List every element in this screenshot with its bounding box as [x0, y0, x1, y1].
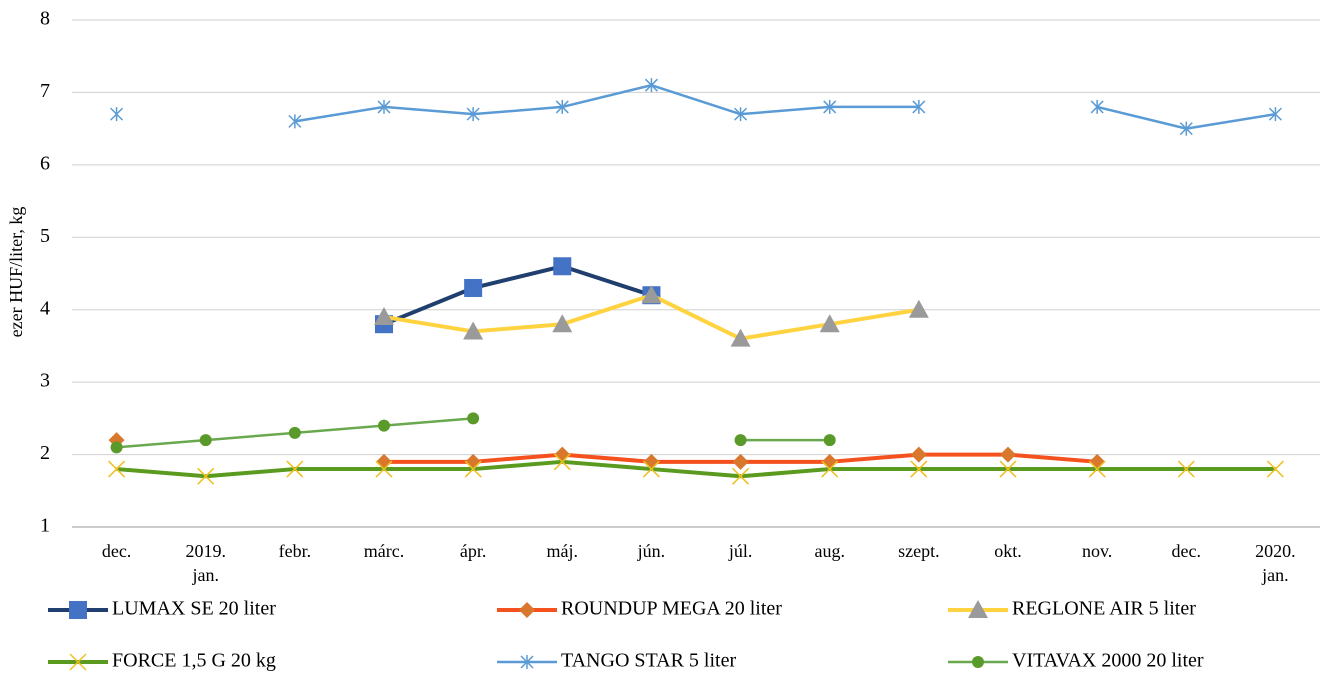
x-tick-label: 2020. jan. [1255, 541, 1296, 585]
x-tick-label: dec. [1172, 541, 1201, 561]
legend-marker [69, 601, 87, 619]
point-marker [467, 412, 480, 425]
point-marker [199, 434, 212, 447]
point-marker [1266, 460, 1284, 478]
legend-marker [69, 653, 87, 671]
y-tick-label: 8 [40, 8, 50, 30]
point-marker [732, 453, 749, 470]
point-marker [108, 460, 126, 478]
x-tick-label: jún. [637, 541, 666, 561]
point-marker [110, 107, 124, 122]
series-line [294, 83, 1276, 130]
point-marker [908, 299, 929, 318]
legend-label: REGLONE AIR 5 liter [1012, 598, 1196, 620]
point-marker [110, 441, 123, 454]
point-marker [463, 321, 484, 340]
point-marker [823, 434, 836, 447]
point-marker [374, 306, 394, 325]
point-marker [286, 460, 304, 478]
legend-label: ROUNDUP MEGA 20 liter [561, 598, 782, 620]
y-tick-label: 2 [40, 442, 50, 464]
y-tick-label: 1 [40, 515, 50, 537]
point-marker [734, 107, 748, 122]
x-tick-label: nov. [1082, 541, 1112, 561]
point-marker [912, 99, 926, 114]
point-marker [730, 328, 751, 347]
legend-marker [519, 602, 535, 618]
point-marker [910, 446, 927, 463]
point-marker [552, 314, 573, 333]
legend-label: FORCE 1,5 G 20 kg [112, 650, 276, 672]
series-line [116, 459, 1276, 479]
point-marker [821, 460, 839, 478]
series-line [383, 264, 653, 327]
point-marker [910, 460, 928, 478]
point-marker [732, 467, 750, 485]
point-marker [288, 114, 302, 129]
x-tick-label: 2019. jan. [185, 541, 226, 585]
point-marker [1088, 460, 1106, 478]
y-tick-label: 5 [40, 225, 50, 247]
y-tick-label: 7 [40, 80, 50, 102]
y-axis-label: ezer HUF/liter, kg [6, 207, 26, 338]
point-marker [1000, 446, 1016, 463]
point-marker [197, 467, 215, 485]
point-marker [375, 460, 393, 478]
x-tick-label: márc. [364, 541, 404, 561]
legend-label: LUMAX SE 20 liter [112, 598, 276, 620]
y-tick-label: 6 [40, 152, 50, 174]
point-marker [644, 78, 658, 93]
x-tick-label: aug. [814, 541, 845, 561]
point-marker [553, 257, 572, 276]
legend-marker [972, 656, 984, 668]
point-marker [464, 278, 483, 297]
point-marker [464, 460, 482, 478]
point-marker [642, 460, 660, 478]
x-tick-label: szept. [898, 541, 939, 561]
point-marker [734, 434, 747, 447]
x-tick-label: máj. [547, 541, 579, 561]
legend-marker [520, 655, 534, 669]
point-marker [553, 453, 571, 471]
legend-label: VITAVAX 2000 20 liter [1012, 650, 1204, 672]
point-marker [466, 107, 480, 122]
point-marker [378, 419, 390, 432]
x-tick-label: ápr. [460, 541, 487, 561]
point-marker [288, 426, 301, 439]
point-marker [1090, 99, 1104, 114]
point-marker [999, 460, 1017, 478]
point-marker [823, 99, 837, 114]
y-tick-label: 4 [40, 297, 50, 319]
x-tick-label: dec. [102, 541, 131, 561]
x-tick-label: okt. [994, 541, 1022, 561]
point-marker [1179, 121, 1193, 136]
point-marker [555, 99, 569, 114]
legend-label: TANGO STAR 5 liter [561, 650, 736, 672]
y-tick-label: 3 [40, 370, 50, 392]
point-marker [377, 99, 391, 114]
x-tick-label: febr. [279, 541, 311, 561]
legend-marker [968, 600, 988, 618]
point-marker [1177, 460, 1195, 478]
point-marker [641, 285, 662, 304]
point-marker [819, 314, 840, 333]
point-marker [1268, 107, 1282, 122]
x-tick-label: júl. [728, 541, 753, 561]
